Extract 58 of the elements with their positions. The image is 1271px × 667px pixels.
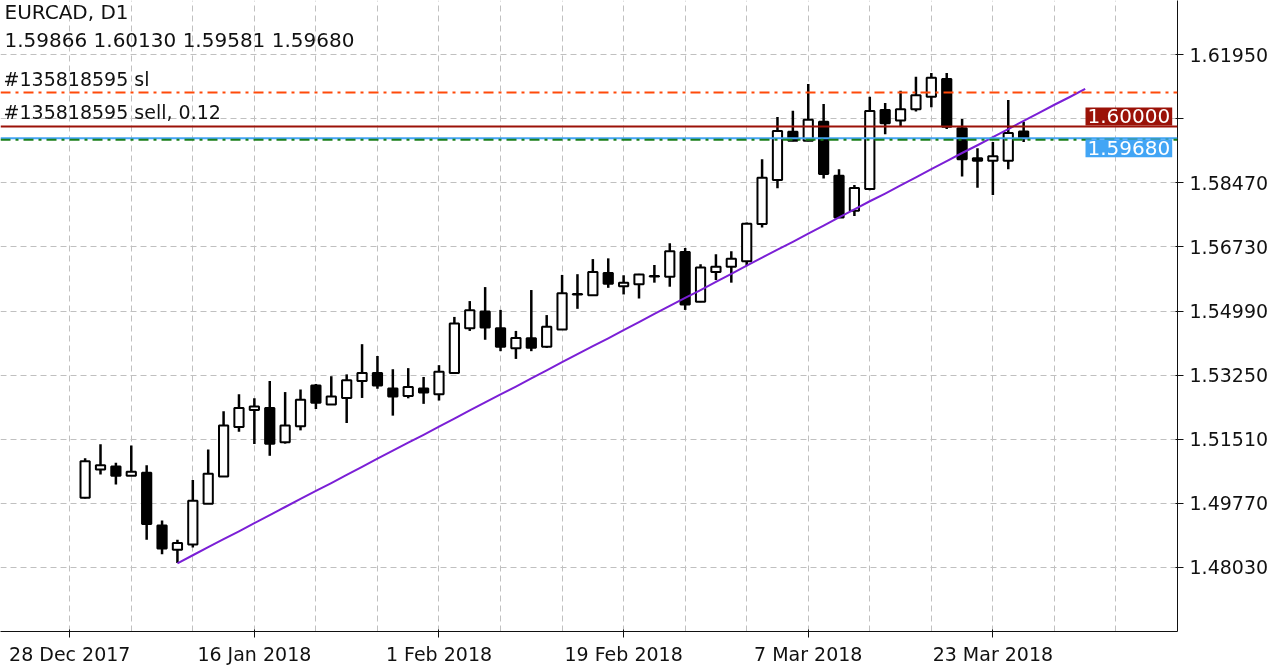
- candlestick: [633, 272, 645, 300]
- text: 1.59866 1.60130 1.59581 1.59680: [4, 27, 355, 52]
- annotation: #135818595 sl: [3, 67, 150, 90]
- candlestick: [848, 183, 861, 218]
- candlestick: [725, 250, 737, 284]
- candlestick: [541, 313, 553, 350]
- candlestick: [571, 272, 584, 311]
- chart-title: EURCAD, D1: [4, 0, 129, 24]
- x-tick-label: 23 Mar 2018: [932, 642, 1054, 665]
- y-tick-label: 1.54990: [1189, 300, 1269, 323]
- candlestick: [110, 461, 122, 486]
- y-tick-label: 1.61950: [1189, 43, 1269, 66]
- x-tick-label: 7 Mar 2018: [754, 642, 863, 665]
- candlestick: [510, 329, 522, 361]
- x-tick-label: 1 Feb 2018: [385, 642, 493, 665]
- candlestick: [341, 373, 353, 425]
- candlestick: [171, 538, 184, 565]
- annotation: #135818595 sell, 0.12: [3, 101, 221, 124]
- ref-line-label: 1.60000: [1087, 104, 1171, 129]
- candlestick: [648, 263, 660, 284]
- candlestick: [987, 140, 999, 197]
- x-tick-label: 28 Dec 2017: [9, 642, 131, 665]
- candlestick: [356, 342, 368, 400]
- candlestick: [279, 390, 291, 445]
- candlestick: [433, 363, 445, 402]
- candlestick: [233, 393, 245, 434]
- candlestick: [387, 367, 399, 417]
- candlestick: [125, 444, 137, 478]
- candlestick: [618, 274, 630, 296]
- candlestick: [971, 146, 984, 189]
- candlestick: [371, 354, 384, 390]
- candlestick: [602, 257, 614, 290]
- candlestick: [402, 366, 414, 400]
- candlestick: [94, 443, 107, 476]
- y-tick-label: 1.53250: [1189, 364, 1269, 387]
- line-series: [176, 87, 1087, 565]
- candlestick: [879, 101, 891, 136]
- y-tick-label: 1.48030: [1189, 556, 1269, 579]
- candlestick: [710, 253, 722, 282]
- candlestick: [464, 299, 476, 333]
- candlestick: [479, 285, 491, 342]
- candlestick: [310, 382, 322, 411]
- x-tick-label: 16 Jan 2018: [197, 642, 312, 665]
- candlestick: [910, 75, 922, 113]
- ref-line-label: 1.59680: [1087, 136, 1171, 161]
- y-tick-label: 1.56730: [1189, 235, 1269, 258]
- candlestick: [248, 397, 260, 446]
- y-tick-label: 1.58470: [1189, 171, 1269, 194]
- candlestick: [925, 71, 937, 109]
- candlestick: [587, 257, 599, 297]
- y-tick-label: 1.51510: [1189, 428, 1269, 451]
- candlestick: [525, 288, 537, 353]
- candlestick: [325, 374, 337, 407]
- candlestick: [417, 375, 430, 406]
- x-tick-label: 19 Feb 2018: [564, 642, 683, 665]
- y-tick-label: 1.49770: [1189, 492, 1269, 515]
- candlestick: [494, 308, 507, 353]
- candlestick: [156, 519, 168, 556]
